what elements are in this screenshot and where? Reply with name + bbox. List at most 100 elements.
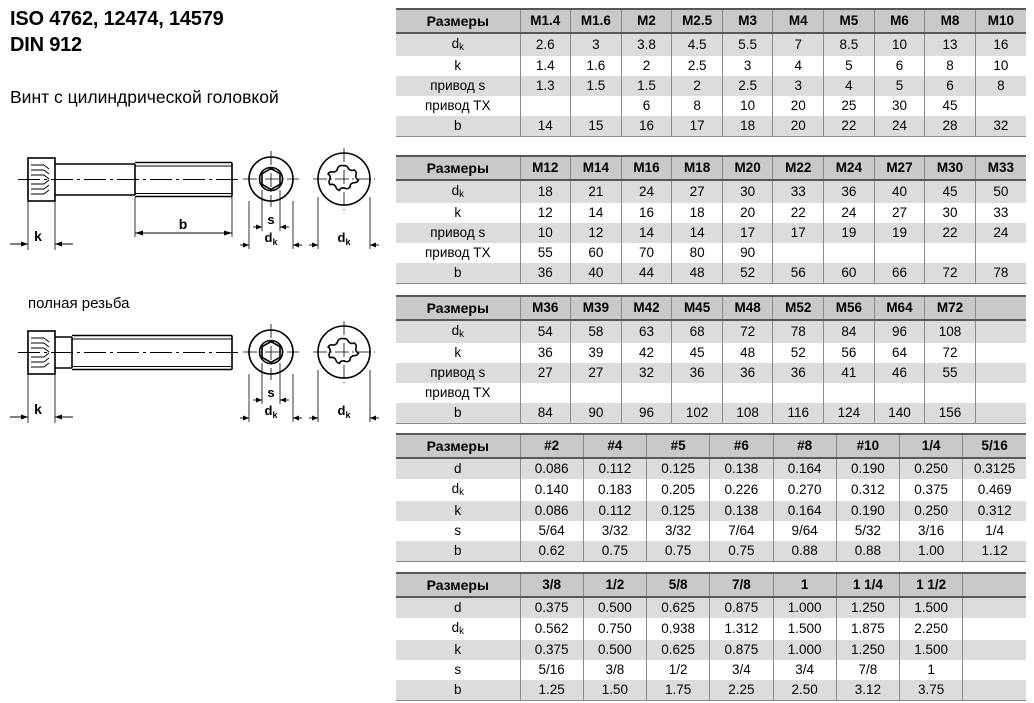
table-cell: 66 — [873, 263, 926, 284]
table-cell: 60 — [823, 263, 875, 284]
column-header-M30: M30 — [924, 155, 976, 181]
table-cell: 84 — [519, 403, 572, 424]
table-cell: 27 — [519, 363, 572, 383]
table-cell — [620, 383, 673, 403]
table-header-row: Размеры M36 M39 M42 M45 M48 M52 M56 M64 M72 — [396, 295, 1026, 321]
column-header-114: 1 1/4 — [835, 572, 901, 598]
column-header-dimension: Размеры — [396, 572, 521, 598]
table-cell: 140 — [873, 403, 926, 424]
column-header-M42: M42 — [620, 295, 673, 321]
column-header-M16: M16 — [620, 155, 673, 181]
table-cell: 14 — [620, 223, 673, 243]
table-cell: 10 — [519, 223, 572, 243]
table-row: d 0.086 0.112 0.125 0.138 0.164 0.190 0.250 0.31… — [396, 458, 1026, 479]
table-cell: 2.25 — [709, 680, 774, 701]
column-header-1: 1 — [772, 572, 837, 598]
spec-table-metric-large: Размеры M36 M39 M42 M45 M48 M52 M56 M64 M72 dk 54 58… — [396, 295, 1026, 424]
column-header-M24: M24 — [823, 155, 875, 181]
table-cell: 17 — [721, 223, 774, 243]
table-cell: 3 — [772, 76, 825, 96]
table-cell: 14 — [519, 116, 572, 137]
table-cell: 0.500 — [582, 597, 648, 618]
table-cell: 28 — [924, 116, 976, 137]
table-cell: 1.000 — [772, 597, 837, 618]
spec-table-imperial-small: Размеры #2 #4 #5 #6 #8 #10 1/4 5/16 d 0.086 0.112 0.… — [396, 433, 1026, 562]
table-cell: 17 — [772, 223, 825, 243]
row-label-tx: привод TX — [396, 96, 521, 116]
table-row: dk 0.140 0.183 0.205 0.226 0.270 0.312 0.375 0.4… — [396, 479, 1026, 501]
column-header-4: #4 — [582, 433, 648, 459]
column-header-M36: M36 — [519, 295, 572, 321]
dimension-b-label-partial: b — [179, 216, 188, 232]
title-block: ISO 4762, 12474, 14579 DIN 912 — [10, 6, 385, 58]
table-cell: 1.500 — [898, 640, 964, 660]
table-cell: 1.25 — [519, 680, 584, 701]
table-cell: 27 — [873, 203, 926, 223]
column-header-516: 5/16 — [962, 433, 1026, 459]
table-cell: 0.112 — [582, 458, 648, 479]
table-cell: 0.875 — [709, 640, 774, 660]
table-cell: 90 — [721, 243, 774, 263]
table-cell: 156 — [924, 403, 976, 424]
row-label-k: k — [396, 203, 521, 223]
table-header-row: Размеры #2 #4 #5 #6 #8 #10 1/4 5/16 — [396, 433, 1026, 459]
table-row: привод TX 6 8 10 20 25 30 45 — [396, 96, 1026, 116]
table-cell: 30 — [873, 96, 926, 116]
full-thread-label: полная резьба — [28, 295, 130, 312]
table-cell: 14 — [671, 223, 723, 243]
table-cell: 0.75 — [645, 541, 711, 562]
table-cell: 25 — [823, 96, 875, 116]
table-cell: 40 — [570, 263, 622, 284]
column-header-M18: M18 — [671, 155, 723, 181]
table-cell: 1.12 — [962, 541, 1026, 562]
column-header-M52: M52 — [772, 295, 825, 321]
table-cell: 30 — [721, 180, 774, 203]
table-cell: 2.5 — [671, 56, 723, 76]
table-cell: 32 — [974, 116, 1026, 137]
table-cell: 36 — [671, 363, 723, 383]
column-header-M64: M64 — [873, 295, 926, 321]
column-header-6: #6 — [709, 433, 774, 459]
table-row: b 14 15 16 17 18 20 22 24 28 32 — [396, 116, 1026, 137]
row-label-k: k — [396, 501, 521, 521]
table-cell: 0.205 — [645, 479, 711, 501]
dimension-dk-label-torx: dk — [338, 230, 352, 247]
dimension-s-label-hex: s — [267, 212, 274, 227]
table-cell: 1.500 — [898, 597, 964, 618]
table-cell: 19 — [873, 223, 926, 243]
table-cell: 108 — [721, 403, 774, 424]
table-cell: 1/2 — [645, 660, 711, 680]
table-cell: 3 — [721, 56, 774, 76]
table-cell: 1.000 — [772, 640, 837, 660]
table-cell — [974, 363, 1026, 383]
row-label-tx: привод TX — [396, 243, 521, 263]
row-label-b: b — [396, 403, 521, 424]
table-cell: 3/32 — [582, 521, 648, 541]
table-cell: 0.086 — [519, 458, 584, 479]
column-header-M6: M6 — [873, 8, 926, 34]
table-cell: 8.5 — [823, 33, 875, 56]
table-cell: 1.3 — [519, 76, 572, 96]
table-cell — [962, 618, 1026, 640]
dimension-s-label-hex-full: s — [267, 385, 274, 400]
table-cell: 116 — [772, 403, 825, 424]
table-cell: 52 — [721, 263, 774, 284]
table-cell: 3.8 — [620, 33, 673, 56]
table-cell: 36 — [721, 363, 774, 383]
table-cell: 2.250 — [898, 618, 964, 640]
table-header-row: Размеры 3/8 1/2 5/8 7/8 1 1 1/4 1 1/2 — [396, 572, 1026, 598]
table-cell: 2.5 — [721, 76, 774, 96]
table-cell: 20 — [772, 96, 825, 116]
table-cell: 3 — [570, 33, 622, 56]
product-subtitle: Винт с цилиндрической головкой — [10, 87, 279, 107]
table-cell: 0.750 — [582, 618, 648, 640]
table-cell: 24 — [873, 116, 926, 137]
column-header-dimension: Размеры — [396, 155, 521, 181]
table-cell: 16 — [974, 33, 1026, 56]
table-cell: 46 — [873, 363, 926, 383]
table-cell: 8 — [924, 56, 976, 76]
table-row: b 0.62 0.75 0.75 0.75 0.88 0.88 1.00 1.12 — [396, 541, 1026, 562]
dimension-k-label-partial: k — [34, 228, 42, 244]
table-row: привод s 10 12 14 14 17 17 19 19 22 24 — [396, 223, 1026, 243]
table-cell: 18 — [721, 116, 774, 137]
